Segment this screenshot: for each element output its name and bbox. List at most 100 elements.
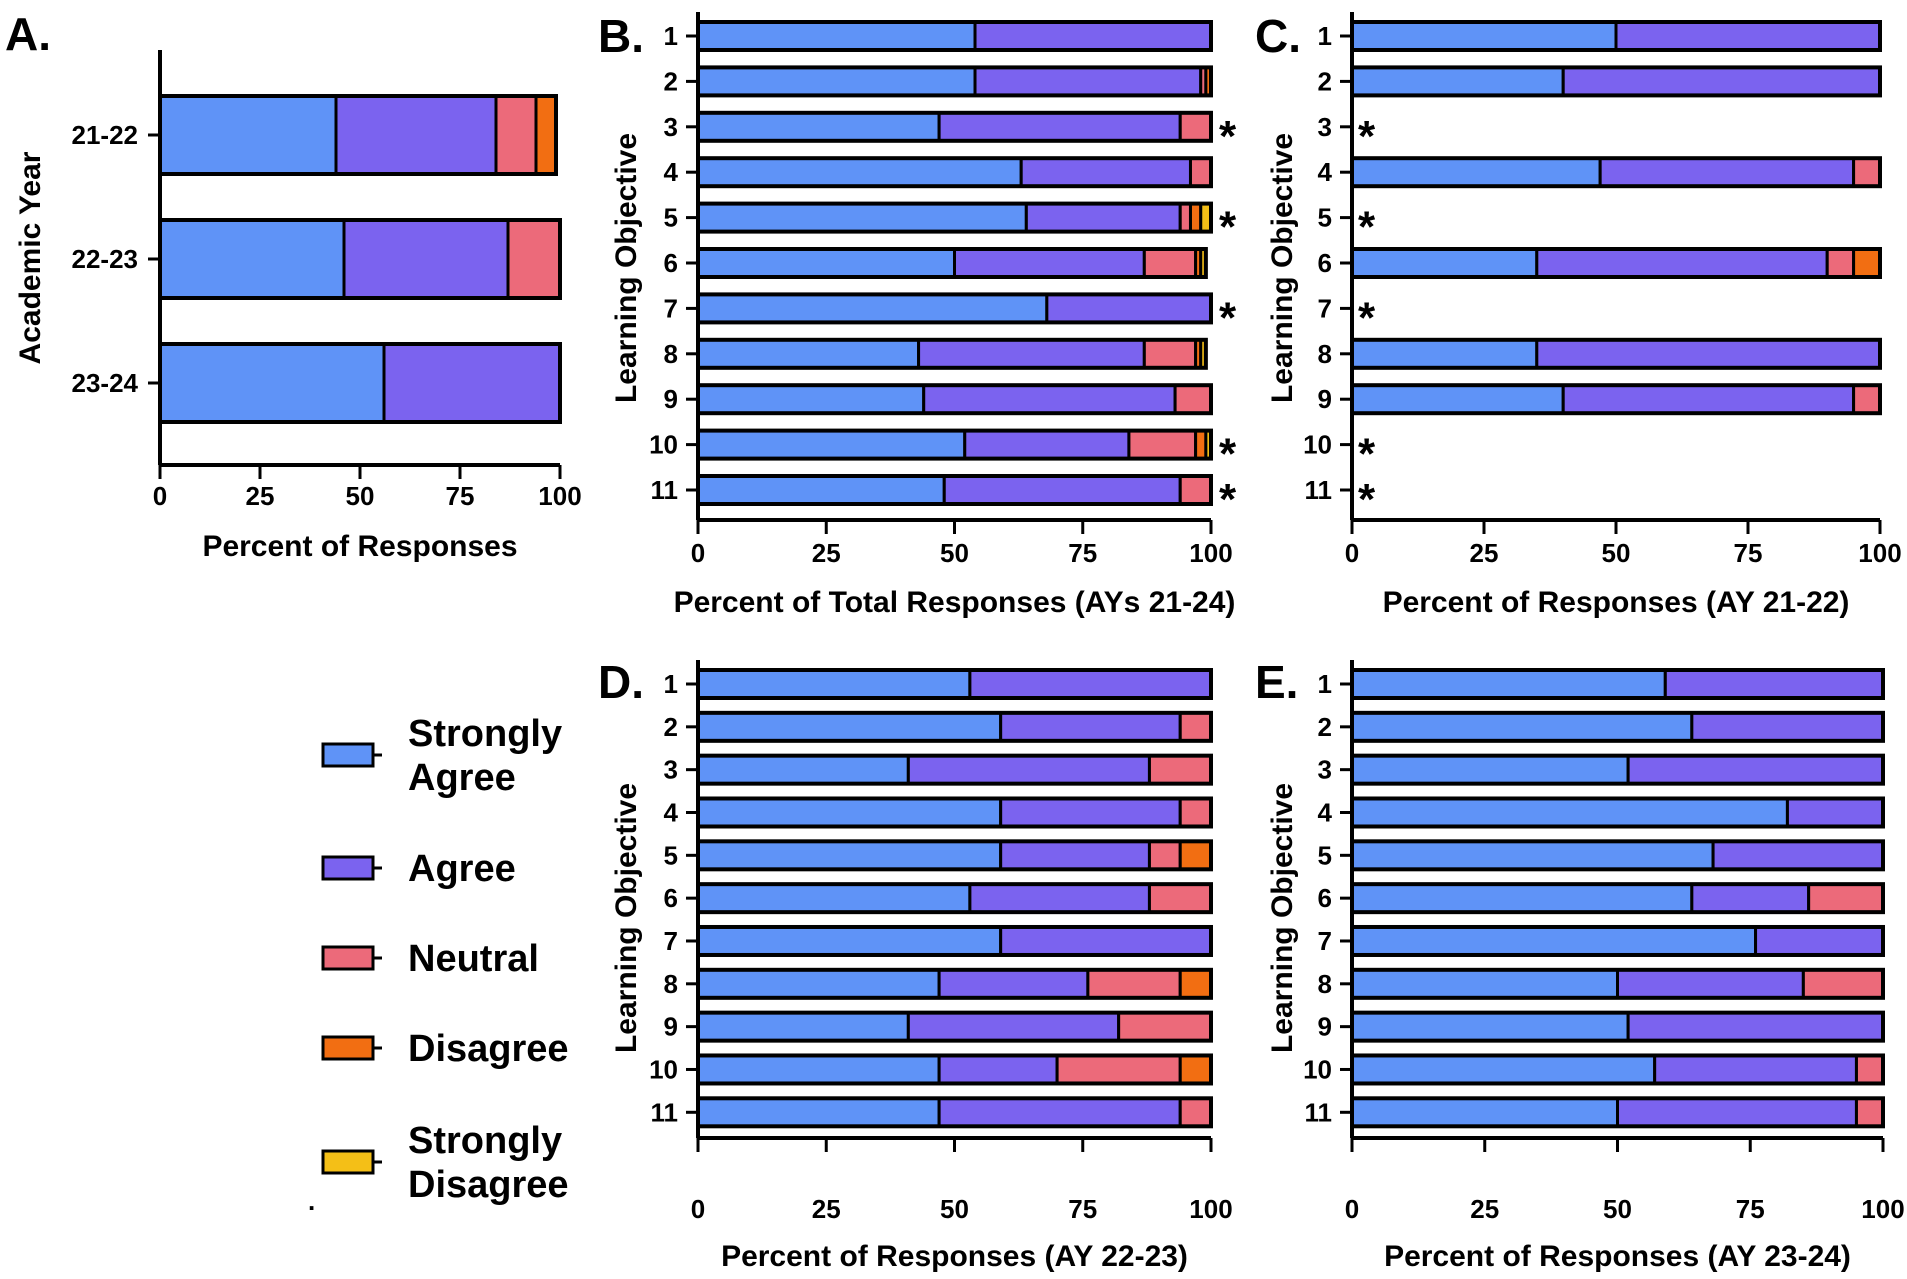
bar-segment-agree [906,754,1151,786]
x-tick-label: 75 [1734,538,1763,568]
bar-segment-strongly-agree [696,882,972,914]
bar-segment-neutral [506,218,562,300]
bar-segment-strongly-agree [696,668,972,700]
bar-segment-neutral [494,94,538,176]
panel-letter: E. [1255,656,1298,708]
y-tick-label: 1 [1318,21,1332,51]
y-axis-label: Learning Objective [610,133,643,403]
y-tick-label: 3 [1318,112,1332,142]
legend-label: Agree [408,848,516,890]
bar-segment-strongly-agree [696,1096,941,1128]
bar-segment-neutral [1127,429,1198,461]
bar-segment-strongly-agree [696,65,977,97]
bar-segment-strongly-agree [158,218,346,300]
x-tick-label: 75 [446,481,475,511]
legend-label: Disagree [408,1028,569,1070]
bar-segment-strongly-agree [1350,156,1602,188]
y-tick-label: 8 [664,339,678,369]
panel-letter: D. [598,656,644,708]
bar-segment-neutral [1147,754,1213,786]
bar-segment-strongly-agree [1350,247,1539,279]
bar-segment-agree [1653,1053,1858,1085]
bar-segment-disagree [1852,247,1882,279]
y-axis-label: Learning Objective [1266,783,1299,1053]
y-tick-label: 6 [1318,883,1332,913]
bar-segment-agree [1614,20,1882,52]
x-tick-label: 75 [1068,1194,1097,1224]
legend-swatch-strongly-agree [321,742,375,768]
bar-segment-neutral [1178,474,1213,506]
significance-star: * [1219,430,1237,479]
y-tick-label: 10 [1303,1054,1332,1084]
y-tick-label: 7 [1318,926,1332,956]
significance-star: * [1219,293,1237,342]
y-tick-label: 23-24 [72,368,139,398]
bar-segment-agree [953,247,1146,279]
bar-segment-disagree [534,94,558,176]
legend-label: Agree [408,757,516,799]
bar-segment-strongly-agree [1350,925,1758,957]
y-tick-label: 5 [664,840,678,870]
bar-segment-neutral [1825,247,1856,279]
y-tick-label: 11 [1305,1097,1333,1127]
bar-segment-disagree [1178,1053,1213,1085]
bar-segment-agree [937,1096,1182,1128]
y-tick-label: 9 [664,384,678,414]
bar-segment-agree [906,1011,1121,1043]
bar-segment-strongly-agree [1350,668,1667,700]
bar-segment-disagree [1194,429,1208,461]
bar-segment-strongly-agree [158,342,386,424]
y-tick-label: 7 [664,926,678,956]
bar-segment-neutral [1178,1096,1213,1128]
significance-star: * [1358,475,1376,524]
legend-swatch-agree [321,855,375,881]
bar-segment-agree [1616,1096,1858,1128]
bar-segment-strongly-agree [696,111,941,143]
legend-swatch-strongly-disagree [321,1149,375,1175]
y-tick-label: 1 [664,669,678,699]
bar-segment-strongly-agree [696,202,1028,234]
bar-segment-strongly-agree [696,429,967,461]
bar-segment-neutral [1178,202,1192,234]
panel-letter: B. [598,10,644,62]
chart-e: E. 1 2 3 4 5 6 7 8 9 10 11 0 25 50 75 100 Percent of Resp… [1255,656,1905,1273]
x-axis-label: Percent of Responses (AY 22-23) [721,1240,1188,1273]
x-tick-label: 25 [812,1194,841,1224]
bar-segment-agree [942,474,1182,506]
x-tick-label: 100 [1861,1194,1904,1224]
bar-segment-agree [968,882,1151,914]
bar-segment-agree [1785,796,1885,828]
bar-segment-agree [963,429,1131,461]
bar-segment-neutral [1807,882,1885,914]
legend-label: Disagree [408,1164,569,1206]
legend-swatch-neutral [321,945,375,971]
x-tick-label: 100 [1189,538,1232,568]
y-tick-label: 4 [1318,797,1333,827]
x-tick-label: 0 [153,481,167,511]
y-tick-label: 4 [664,157,679,187]
bar-segment-agree [1626,754,1885,786]
bar-segment-agree [999,839,1151,871]
bar-segment-neutral [1188,156,1213,188]
bar-segment-strongly-agree [696,292,1049,324]
y-tick-label: 4 [664,797,679,827]
x-tick-label: 50 [1602,538,1631,568]
bar-segment-agree [1663,668,1885,700]
bar-segment-agree [973,20,1213,52]
y-tick-label: 7 [664,293,678,323]
bar-segment-strongly-agree [696,383,926,415]
y-tick-label: 7 [1318,293,1332,323]
x-tick-label: 50 [346,481,375,511]
x-tick-label: 0 [1345,538,1359,568]
x-tick-label: 25 [1470,1194,1499,1224]
legend: StronglyAgreeAgreeNeutralDisagreeStrongl… [308,713,569,1216]
bar-segment-neutral [1147,839,1182,871]
bar-segment-strongly-agree [696,925,1003,957]
bar-segment-agree [937,1053,1059,1085]
y-tick-label: 6 [664,248,678,278]
bar-segment-neutral [1801,968,1885,1000]
y-tick-label: 3 [664,112,678,142]
y-tick-label: 2 [1318,712,1332,742]
